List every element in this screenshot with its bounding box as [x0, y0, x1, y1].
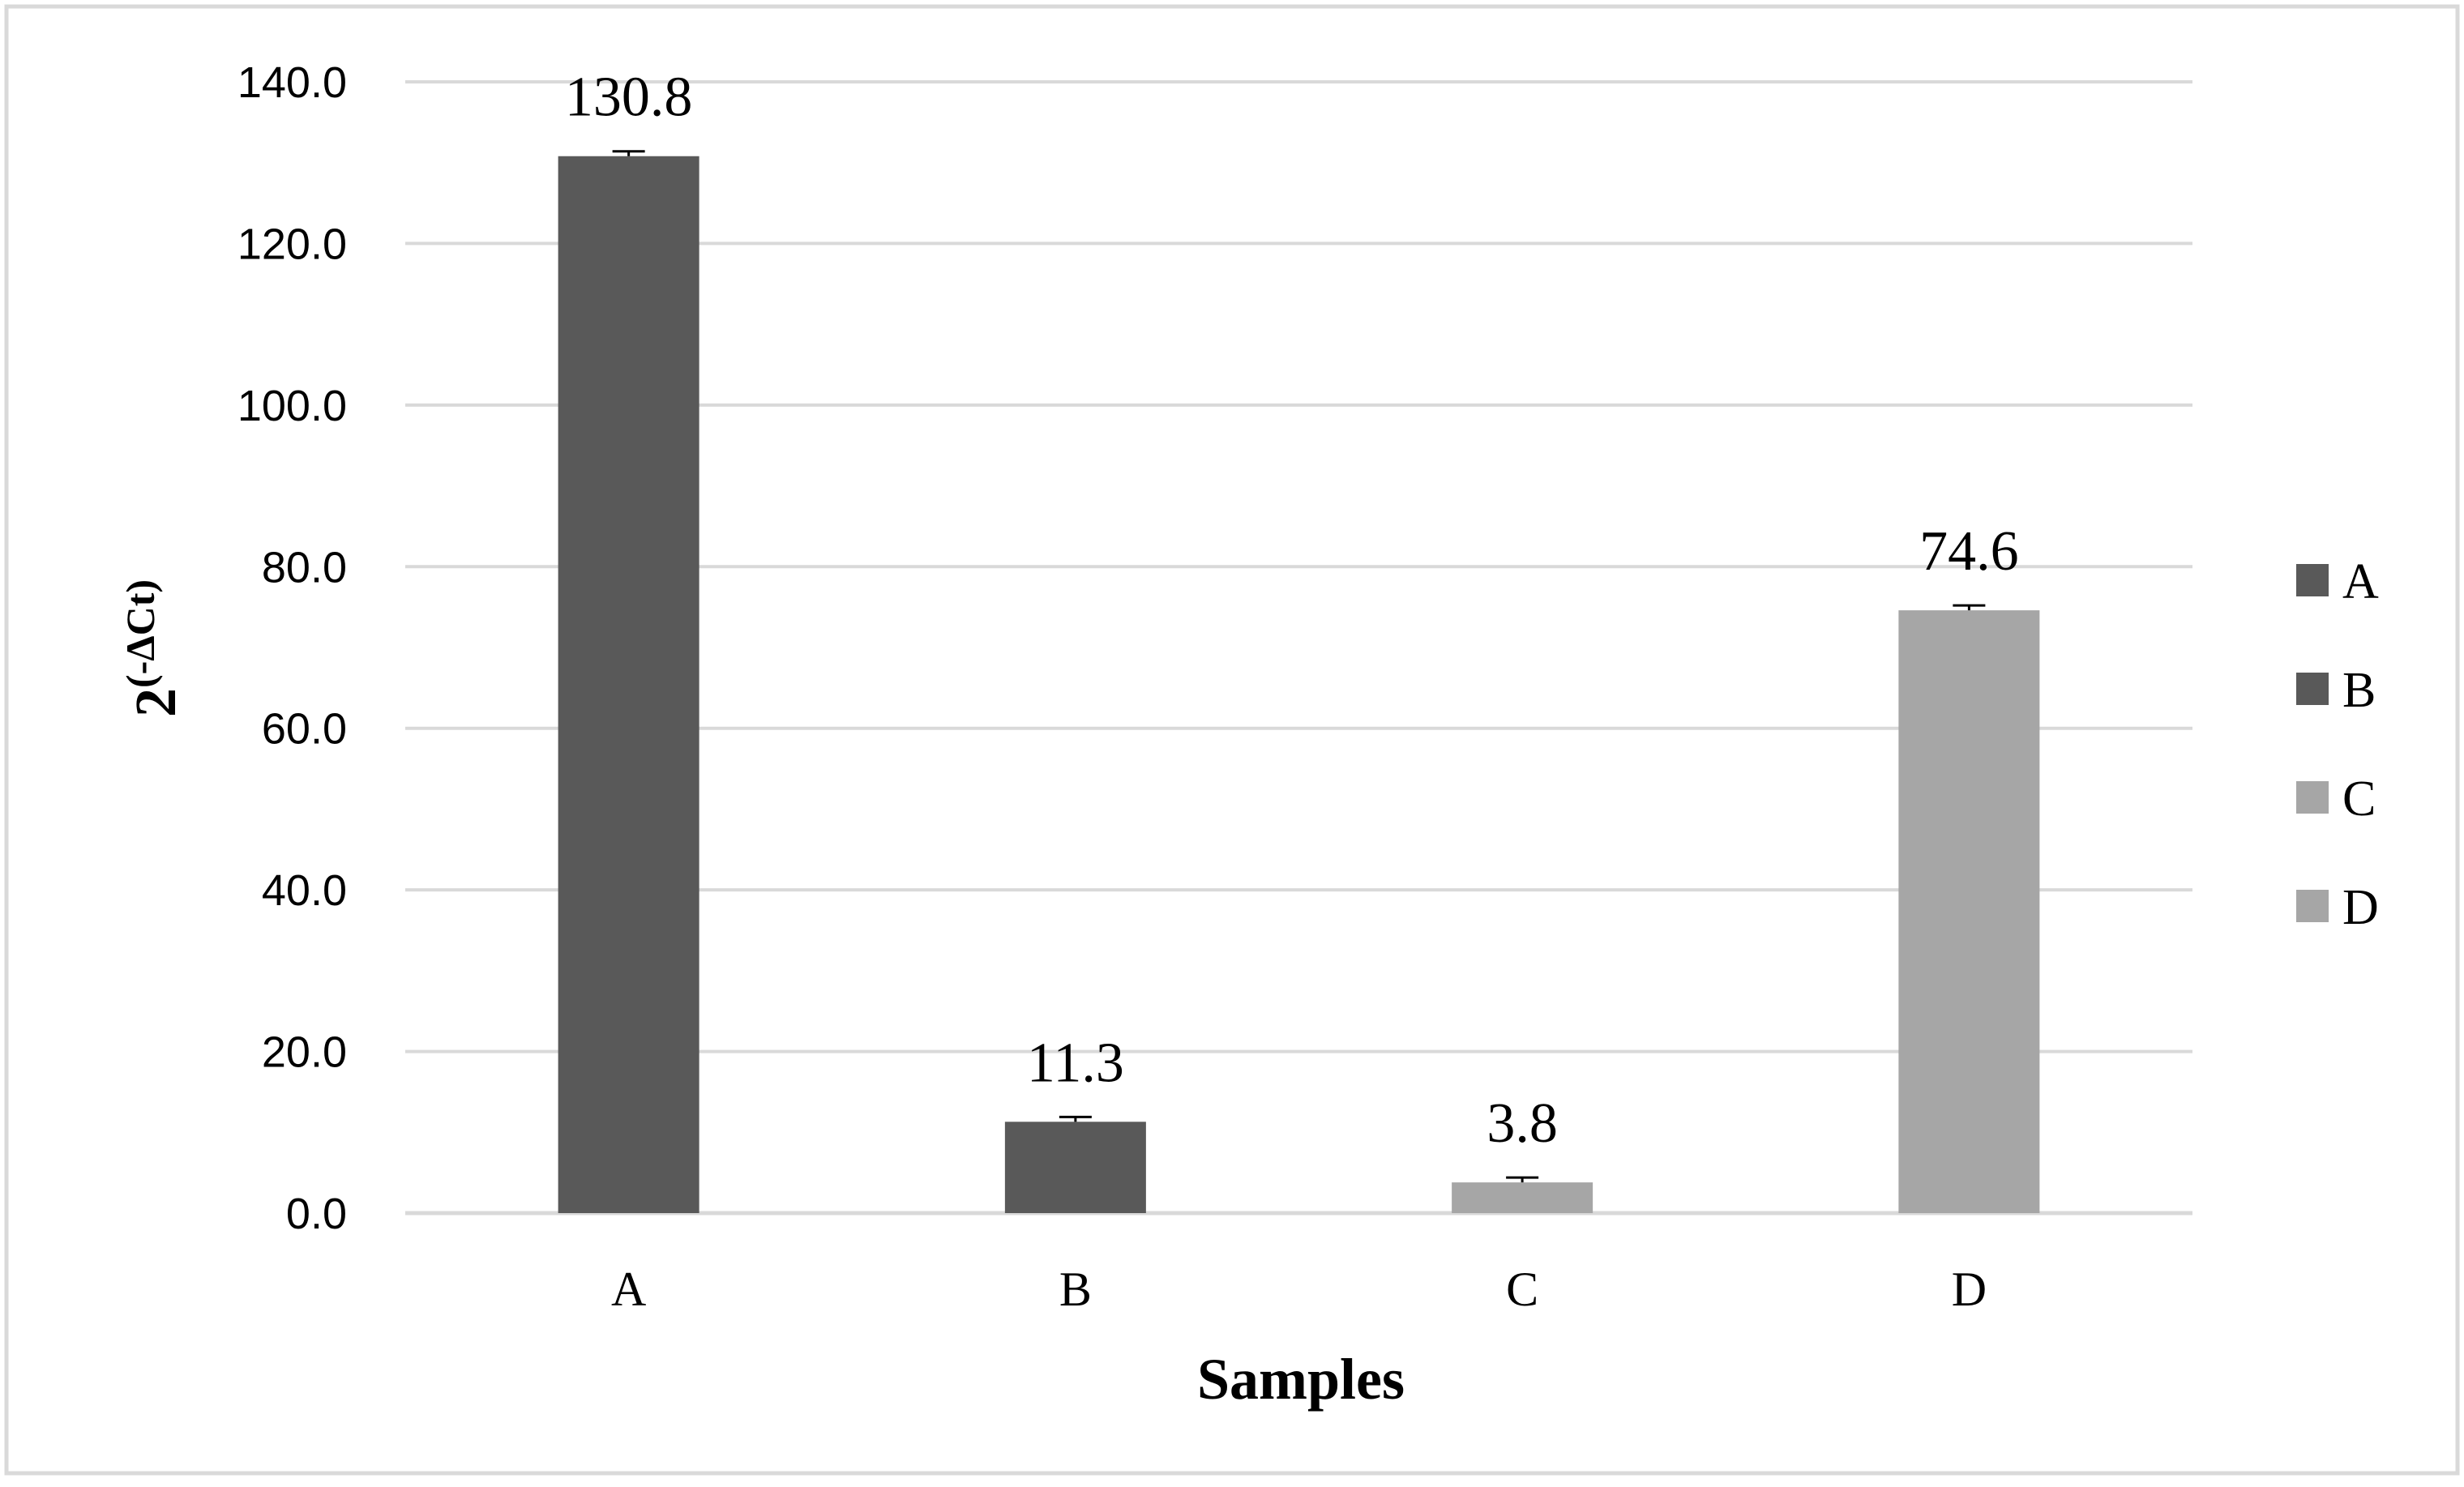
bar: [1004, 1122, 1146, 1213]
legend-item: A: [2296, 554, 2379, 609]
y-axis-title-base: 2: [123, 688, 188, 717]
y-tick-label: 40.0: [262, 866, 347, 915]
legend-label: A: [2342, 554, 2379, 609]
x-tick-label: C: [1506, 1263, 1538, 1316]
error-bars: [612, 150, 1986, 1183]
chart-border: [4, 4, 2460, 1476]
y-tick-label: 60.0: [262, 705, 347, 754]
data-label: 11.3: [1027, 1032, 1124, 1094]
bar: [558, 156, 699, 1213]
legend-label: B: [2342, 663, 2376, 718]
y-tick-label: 100.0: [237, 382, 347, 430]
legend-label: C: [2342, 771, 2376, 827]
legend-swatch: [2296, 564, 2329, 596]
y-axis-title-exponent: (-ΔCt): [118, 579, 163, 688]
y-tick-label: 80.0: [262, 543, 347, 592]
data-label: 3.8: [1487, 1092, 1558, 1155]
data-label: 74.6: [1919, 520, 2019, 583]
bar: [1452, 1182, 1593, 1213]
y-tick-label: 140.0: [237, 58, 347, 107]
legend-swatch: [2296, 673, 2329, 705]
y-tick-label: 120.0: [237, 220, 347, 268]
y-tick-label: 20.0: [262, 1028, 347, 1077]
x-tick-label: D: [1952, 1263, 1987, 1316]
x-tick-label: B: [1059, 1263, 1092, 1316]
x-axis-title: Samples: [1197, 1347, 1405, 1412]
bars: [558, 156, 2040, 1213]
gridlines: [405, 80, 2192, 1216]
legend-label: D: [2342, 880, 2379, 935]
data-labels: 130.8 11.3 3.8 74.6: [565, 66, 2019, 1155]
legend-item: B: [2296, 663, 2376, 718]
y-axis-title: 2(-ΔCt): [118, 579, 188, 717]
legend-item: C: [2296, 771, 2376, 827]
x-tick-label: A: [611, 1263, 646, 1316]
y-tick-label: 0.0: [286, 1190, 347, 1238]
data-label: 130.8: [565, 66, 693, 129]
x-axis-ticks: A B C D: [611, 1263, 1987, 1316]
y-axis-ticks: 0.0 20.0 40.0 60.0 80.0 100.0 120.0 140.0: [237, 58, 347, 1238]
legend-item: D: [2296, 880, 2379, 935]
bar: [1898, 610, 2040, 1213]
legend-swatch: [2296, 890, 2329, 922]
legend-swatch: [2296, 781, 2329, 814]
